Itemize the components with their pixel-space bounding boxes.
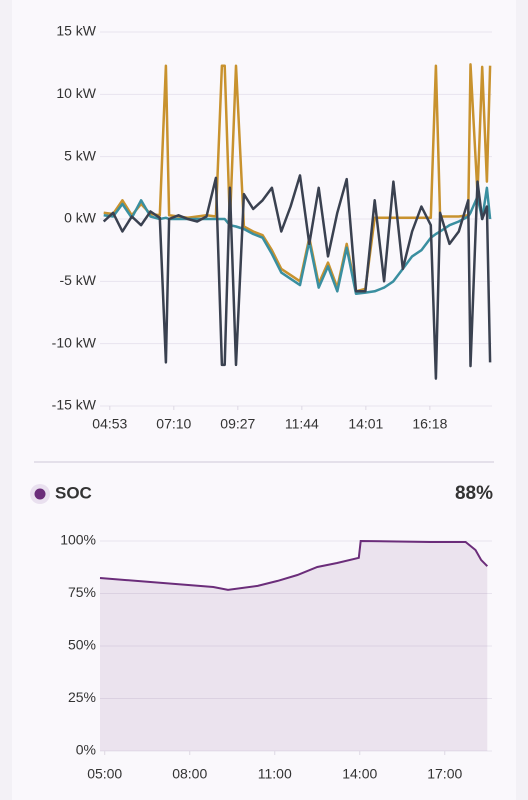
x-tick-label: 17:00 [427, 766, 462, 782]
area-fill [100, 541, 488, 751]
y-tick-label: 5 kW [64, 147, 97, 163]
x-tick-label: 11:44 [285, 416, 319, 432]
x-tick-label: 07:10 [156, 416, 191, 432]
y-tick-label: -5 kW [59, 272, 96, 288]
y-tick-label: -10 kW [52, 334, 97, 350]
y-tick-label: 10 kW [56, 85, 96, 101]
x-tick-label: 16:18 [412, 416, 447, 432]
card [12, 0, 516, 800]
x-tick-label: 09:27 [220, 416, 255, 432]
x-tick-label: 11:00 [258, 766, 292, 782]
x-tick-label: 14:00 [342, 766, 377, 782]
y-tick-label: 0% [76, 742, 96, 758]
legend-dot [34, 488, 46, 500]
y-tick-label: 50% [68, 637, 96, 653]
y-tick-label: 15 kW [56, 23, 96, 39]
x-tick-label: 08:00 [172, 766, 207, 782]
x-tick-label: 04:53 [92, 416, 127, 432]
y-tick-label: 0 kW [64, 210, 97, 226]
area-line [99, 539, 489, 591]
y-tick-label: 25% [68, 689, 96, 705]
y-tick-label: 100% [60, 532, 96, 548]
soc-title: SOC [55, 483, 92, 502]
x-tick-label: 05:00 [87, 766, 122, 782]
x-tick-label: 14:01 [348, 416, 383, 432]
y-tick-label: 75% [68, 584, 96, 600]
series-line [102, 174, 492, 380]
soc-current: 88% [455, 483, 493, 504]
y-tick-label: -15 kW [52, 397, 97, 413]
